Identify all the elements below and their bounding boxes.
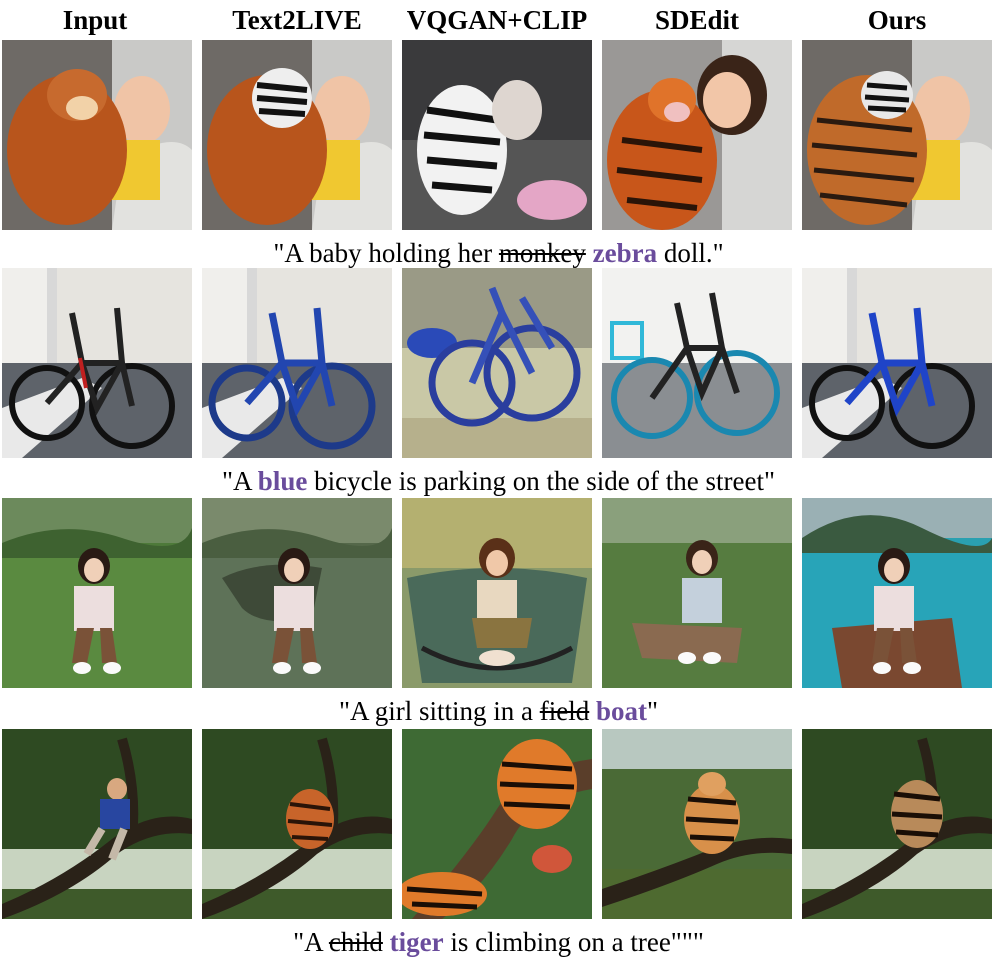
image-bicycle-input — [2, 268, 192, 458]
image-girl-input — [2, 498, 192, 688]
caption-added-word: blue — [257, 466, 308, 496]
image-tree-input — [2, 729, 192, 919]
image-baby-text2live — [202, 40, 392, 230]
image-girl-ours — [802, 498, 992, 688]
image-baby-input — [2, 40, 192, 230]
image-baby-sdedit — [602, 40, 792, 230]
image-tree-ours — [802, 729, 992, 919]
caption-row-3: "A girl sitting in a field boat" — [338, 696, 659, 726]
caption-row-2: "A blue bicycle is parking on the side o… — [222, 466, 775, 496]
column-header-ours: Ours — [867, 5, 927, 35]
caption-removed-word: monkey — [498, 238, 586, 268]
column-header-text2live: Text2LIVE — [232, 5, 362, 35]
caption-added-word: tiger — [389, 927, 444, 957]
column-header-input: Input — [62, 5, 128, 35]
image-bicycle-text2live — [202, 268, 392, 458]
image-girl-vqgan-clip — [402, 498, 592, 688]
caption-removed-word: child — [328, 927, 383, 957]
image-baby-ours — [802, 40, 992, 230]
caption-row-4: "A child tiger is climbing on a tree""" — [293, 927, 704, 957]
image-tree-vqgan-clip — [402, 729, 592, 919]
image-baby-vqgan-clip — [402, 40, 592, 230]
caption-row-1: "A baby holding her monkey zebra doll." — [273, 238, 724, 268]
image-bicycle-ours — [802, 268, 992, 458]
image-bicycle-vqgan-clip — [402, 268, 592, 458]
image-bicycle-sdedit — [602, 268, 792, 458]
image-tree-sdedit — [602, 729, 792, 919]
column-header-vqgan-clip: VQGAN+CLIP — [406, 5, 588, 35]
caption-added-word: boat — [595, 696, 647, 726]
column-header-sdedit: SDEdit — [654, 5, 740, 35]
image-tree-text2live — [202, 729, 392, 919]
image-girl-sdedit — [602, 498, 792, 688]
caption-added-word: zebra — [592, 238, 658, 268]
caption-removed-word: field — [539, 696, 590, 726]
image-girl-text2live — [202, 498, 392, 688]
